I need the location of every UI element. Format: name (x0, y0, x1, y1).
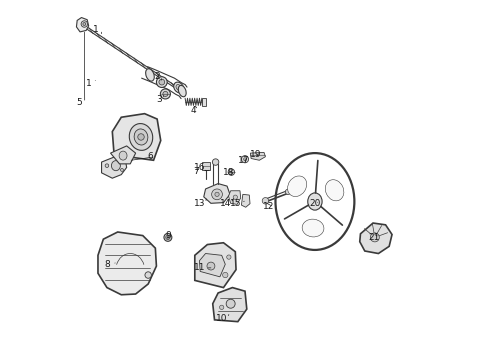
Text: 1: 1 (86, 79, 92, 88)
Ellipse shape (285, 189, 291, 194)
Text: 9: 9 (165, 231, 171, 240)
Polygon shape (98, 232, 156, 295)
Ellipse shape (129, 123, 153, 150)
Ellipse shape (220, 305, 224, 310)
Text: 21: 21 (368, 233, 380, 242)
Ellipse shape (145, 272, 151, 278)
Polygon shape (202, 98, 205, 106)
Ellipse shape (166, 235, 170, 239)
Text: 16: 16 (195, 163, 206, 172)
Text: 19: 19 (250, 150, 262, 159)
Polygon shape (112, 114, 161, 160)
Text: 2: 2 (154, 72, 160, 81)
Text: 6: 6 (147, 152, 153, 161)
Ellipse shape (138, 134, 144, 140)
Ellipse shape (227, 255, 231, 259)
Text: 10: 10 (216, 314, 227, 323)
Ellipse shape (207, 262, 215, 270)
Ellipse shape (159, 79, 165, 85)
Ellipse shape (160, 89, 171, 99)
Polygon shape (111, 146, 136, 164)
Ellipse shape (215, 192, 219, 197)
Polygon shape (204, 184, 230, 203)
Text: 15: 15 (230, 199, 242, 208)
Ellipse shape (302, 219, 324, 237)
Ellipse shape (325, 180, 344, 201)
Polygon shape (242, 194, 250, 207)
Text: 4: 4 (190, 105, 196, 114)
Ellipse shape (134, 129, 148, 145)
Polygon shape (228, 191, 241, 204)
Polygon shape (195, 243, 236, 288)
Ellipse shape (226, 299, 235, 308)
Ellipse shape (222, 273, 228, 278)
Ellipse shape (121, 168, 123, 171)
Ellipse shape (174, 82, 184, 93)
Text: 18: 18 (223, 168, 235, 177)
Ellipse shape (178, 85, 186, 97)
Polygon shape (250, 152, 266, 160)
Ellipse shape (176, 85, 181, 90)
Ellipse shape (119, 151, 127, 160)
Ellipse shape (156, 77, 167, 87)
Ellipse shape (242, 156, 248, 163)
Text: 7: 7 (194, 167, 199, 176)
Ellipse shape (111, 161, 121, 171)
Ellipse shape (212, 189, 222, 200)
Text: 13: 13 (195, 199, 206, 208)
Polygon shape (202, 162, 210, 170)
Ellipse shape (105, 164, 109, 167)
Polygon shape (76, 18, 89, 32)
Text: 11: 11 (195, 264, 206, 273)
Ellipse shape (288, 176, 307, 197)
Ellipse shape (164, 233, 172, 241)
Text: 20: 20 (309, 199, 320, 208)
Polygon shape (360, 223, 392, 253)
Ellipse shape (212, 159, 219, 165)
Ellipse shape (167, 237, 169, 238)
Text: 3: 3 (156, 95, 162, 104)
Text: 12: 12 (263, 202, 274, 211)
Polygon shape (199, 253, 225, 277)
Polygon shape (101, 155, 126, 178)
Ellipse shape (146, 69, 154, 81)
Ellipse shape (83, 23, 86, 26)
Text: 17: 17 (238, 156, 249, 165)
Text: 5: 5 (76, 98, 82, 107)
Ellipse shape (370, 233, 379, 242)
Ellipse shape (244, 158, 246, 161)
Polygon shape (213, 288, 247, 321)
Ellipse shape (228, 169, 235, 175)
Ellipse shape (262, 198, 269, 204)
Ellipse shape (81, 21, 88, 27)
Text: 14: 14 (220, 199, 231, 208)
Ellipse shape (308, 193, 322, 210)
Ellipse shape (233, 195, 238, 199)
Text: 8: 8 (104, 260, 110, 269)
Text: 1: 1 (93, 25, 99, 34)
Ellipse shape (163, 91, 168, 96)
